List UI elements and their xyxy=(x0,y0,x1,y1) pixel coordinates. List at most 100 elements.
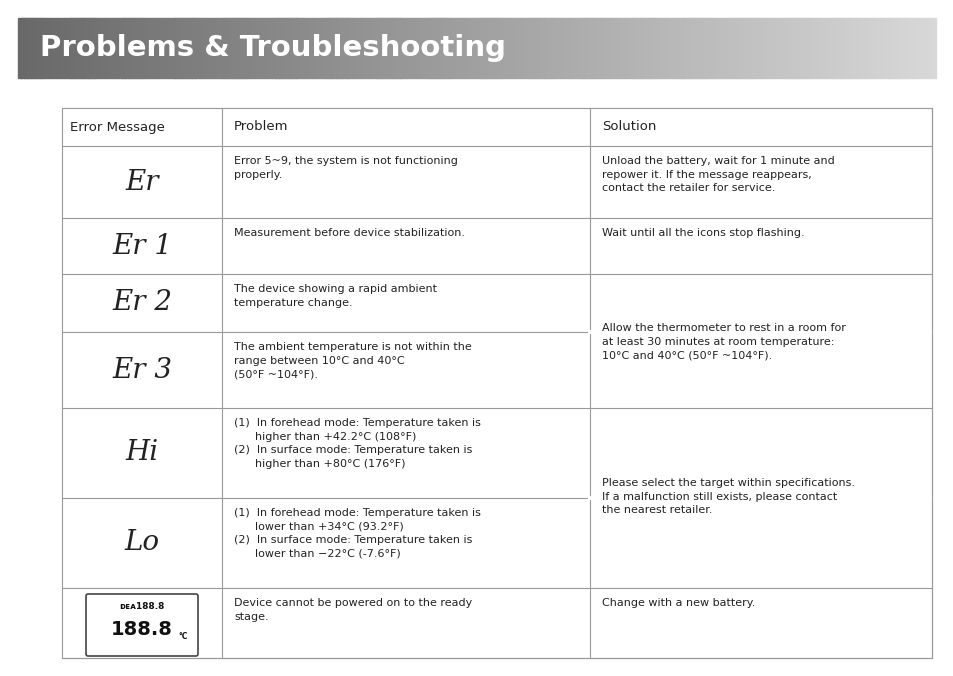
Bar xyxy=(892,18,896,78)
Text: Er 2: Er 2 xyxy=(112,289,172,316)
Bar xyxy=(883,18,886,78)
Bar xyxy=(382,18,385,78)
Bar xyxy=(596,18,599,78)
Bar xyxy=(864,18,868,78)
Bar xyxy=(742,18,746,78)
Bar xyxy=(571,18,575,78)
Bar xyxy=(67,18,71,78)
Bar xyxy=(559,18,562,78)
Bar xyxy=(46,18,49,78)
Bar xyxy=(910,18,914,78)
Bar xyxy=(296,18,299,78)
Bar xyxy=(702,18,706,78)
Bar xyxy=(211,18,214,78)
Bar xyxy=(58,18,61,78)
Bar xyxy=(856,18,859,78)
Bar xyxy=(251,18,253,78)
Bar xyxy=(357,18,361,78)
Bar xyxy=(535,18,538,78)
Bar xyxy=(517,18,519,78)
Bar xyxy=(391,18,395,78)
Bar xyxy=(764,18,767,78)
Bar xyxy=(189,18,193,78)
Bar xyxy=(659,18,663,78)
Bar xyxy=(418,18,422,78)
Bar xyxy=(294,18,296,78)
Bar xyxy=(348,18,352,78)
Bar xyxy=(651,18,655,78)
Bar xyxy=(226,18,230,78)
Bar xyxy=(544,18,547,78)
Bar xyxy=(614,18,618,78)
Bar xyxy=(449,18,453,78)
Bar xyxy=(547,18,551,78)
Bar xyxy=(406,18,410,78)
Bar xyxy=(760,18,764,78)
Bar xyxy=(385,18,389,78)
Bar xyxy=(672,18,676,78)
Bar xyxy=(186,18,190,78)
Bar xyxy=(629,18,633,78)
Bar xyxy=(618,18,620,78)
Bar xyxy=(232,18,235,78)
Bar xyxy=(641,18,645,78)
Bar xyxy=(436,18,440,78)
Bar xyxy=(663,18,666,78)
Bar xyxy=(299,18,303,78)
Bar xyxy=(339,18,342,78)
Bar xyxy=(360,18,364,78)
Bar xyxy=(486,18,489,78)
Bar xyxy=(36,18,40,78)
Bar xyxy=(709,18,713,78)
Bar xyxy=(755,18,759,78)
Bar xyxy=(33,18,37,78)
Bar xyxy=(440,18,443,78)
Bar xyxy=(666,18,670,78)
Bar xyxy=(62,108,931,658)
Bar xyxy=(583,18,587,78)
Bar xyxy=(351,18,355,78)
Bar xyxy=(100,18,104,78)
Bar xyxy=(679,18,681,78)
Text: Please select the target within specifications.
If a malfunction still exists, p: Please select the target within specific… xyxy=(601,478,854,515)
Bar xyxy=(388,18,392,78)
Bar xyxy=(30,18,33,78)
Bar xyxy=(540,18,544,78)
Bar xyxy=(733,18,737,78)
Bar xyxy=(327,18,331,78)
Bar xyxy=(479,18,483,78)
Bar xyxy=(639,18,642,78)
Bar xyxy=(91,18,95,78)
Bar xyxy=(482,18,486,78)
Bar xyxy=(443,18,446,78)
Bar xyxy=(281,18,284,78)
Bar xyxy=(623,18,627,78)
Bar xyxy=(788,18,792,78)
Bar xyxy=(195,18,199,78)
Bar xyxy=(104,18,107,78)
Bar xyxy=(107,18,111,78)
Bar xyxy=(235,18,238,78)
Bar xyxy=(397,18,400,78)
Bar xyxy=(745,18,749,78)
Bar xyxy=(902,18,905,78)
Bar xyxy=(846,18,850,78)
Bar xyxy=(461,18,465,78)
Bar xyxy=(171,18,174,78)
Bar xyxy=(853,18,856,78)
Bar xyxy=(140,18,144,78)
Bar xyxy=(752,18,755,78)
Bar xyxy=(497,18,501,78)
Text: The ambient temperature is not within the
range between 10°C and 40°C
(50°F ~104: The ambient temperature is not within th… xyxy=(233,342,471,379)
Bar xyxy=(798,18,801,78)
Bar xyxy=(580,18,584,78)
Bar xyxy=(837,18,841,78)
Bar xyxy=(525,18,529,78)
Bar xyxy=(556,18,559,78)
Bar xyxy=(825,18,828,78)
Bar xyxy=(648,18,651,78)
Bar xyxy=(223,18,227,78)
Bar xyxy=(320,18,324,78)
Bar xyxy=(718,18,721,78)
Bar xyxy=(394,18,397,78)
